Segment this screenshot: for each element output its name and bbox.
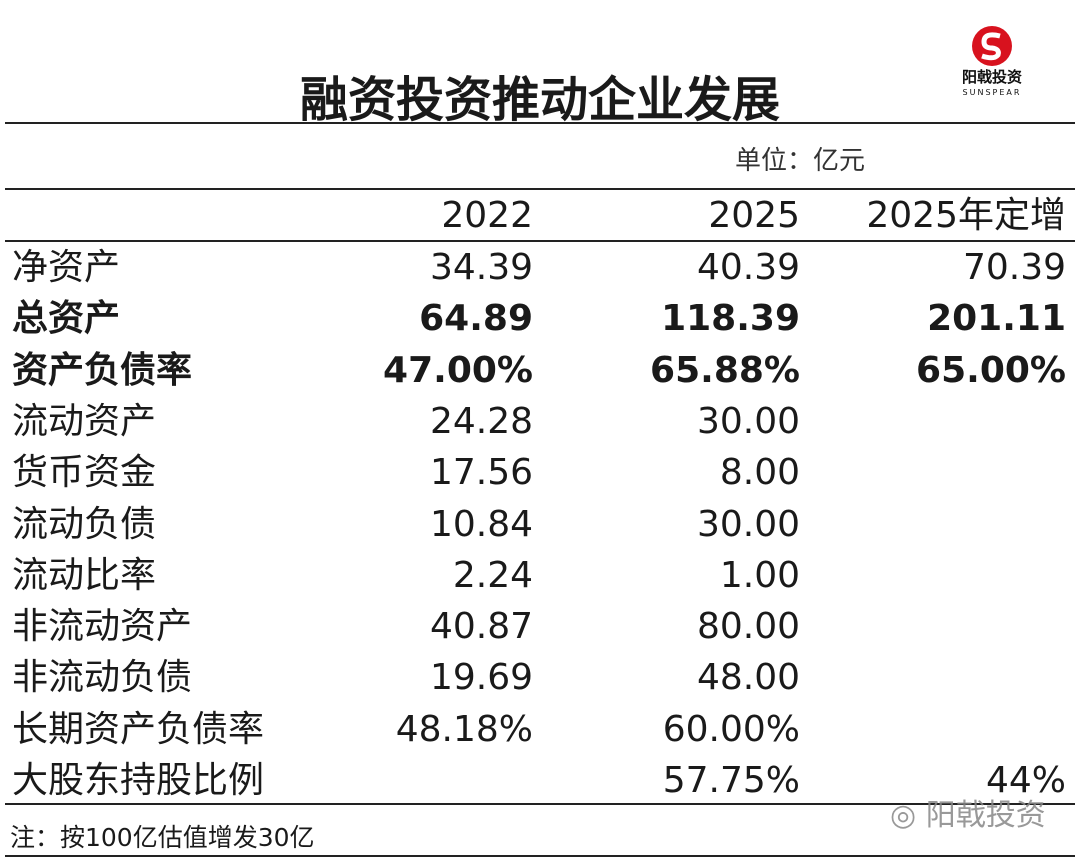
row-label: 流动负债 [12, 503, 157, 545]
table-cell: 40.39 [696, 247, 800, 288]
row-label: 长期资产负债率 [12, 708, 265, 750]
table-cell: 30.00 [696, 503, 800, 545]
header-cell: 2025 [708, 195, 800, 236]
logo: 阳戟投资 SUNSPEAR [962, 26, 1022, 97]
table-cell: 30.00 [696, 400, 800, 442]
table-cell: 2.24 [452, 554, 533, 596]
logo-subtitle: SUNSPEAR [963, 88, 1022, 97]
rule [5, 855, 1075, 857]
table-cell: 70.39 [962, 247, 1066, 288]
note: 注：按100亿估值增发30亿 [10, 823, 315, 852]
logo-name: 阳戟投资 [962, 68, 1022, 86]
row-label: 非流动资产 [12, 606, 193, 648]
table-cell: 19.69 [429, 657, 533, 699]
table-cell: 40.87 [429, 606, 533, 648]
rule [5, 188, 1075, 190]
table-cell: 118.39 [661, 298, 800, 340]
row-label: 流动比率 [12, 554, 157, 596]
rule [5, 803, 1075, 805]
table-cell: 17.56 [429, 452, 533, 494]
row-label: 流动资产 [12, 400, 157, 442]
table-cell: 64.89 [419, 298, 533, 340]
table-cell: 65.00% [916, 349, 1066, 391]
row-label: 非流动负债 [12, 657, 193, 699]
unit: 单位：亿元 [735, 146, 866, 176]
header-cell: 2025年定增 [866, 195, 1066, 236]
table-cell: 201.11 [927, 298, 1066, 340]
table-cell: 24.28 [429, 400, 533, 442]
table-cell: 44% [985, 760, 1066, 801]
table-cell: 60.00% [662, 708, 800, 750]
table-cell: 1.00 [719, 554, 800, 596]
row-label: 资产负债率 [12, 349, 193, 391]
row-label: 净资产 [12, 247, 121, 288]
row-label: 货币资金 [12, 452, 157, 494]
watermark-text: 阳戟投资 [925, 798, 1046, 833]
watermark: ◎ 阳戟投资 [890, 798, 1046, 833]
table-cell: 48.18% [395, 708, 533, 750]
table-cell: 80.00 [696, 606, 800, 648]
header-cell: 2022 [441, 195, 533, 236]
rule [5, 122, 1075, 124]
table-cell: 34.39 [429, 247, 533, 288]
table-cell: 65.88% [650, 349, 800, 391]
table-cell: 48.00 [696, 657, 800, 699]
table-cell: 8.00 [719, 452, 800, 494]
row-label: 大股东持股比例 [12, 760, 265, 801]
table-cell: 10.84 [429, 503, 533, 545]
row-label: 总资产 [12, 298, 121, 340]
table-cell: 57.75% [662, 760, 800, 801]
rule [5, 240, 1075, 242]
table-cell: 47.00% [383, 349, 533, 391]
title: 融资投资推动企业发展 [299, 72, 780, 128]
